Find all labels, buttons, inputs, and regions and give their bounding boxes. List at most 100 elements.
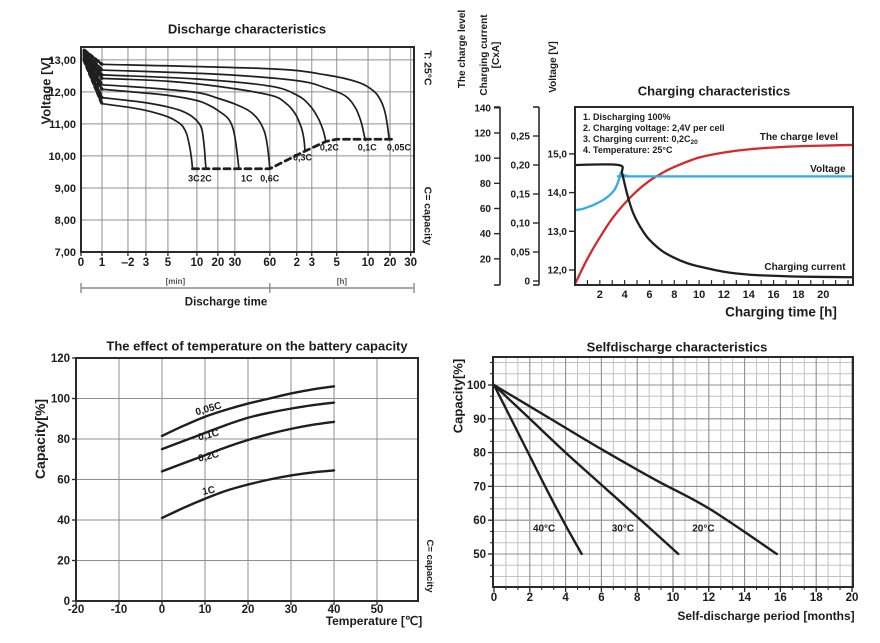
plot-border	[574, 106, 854, 286]
tick-label-volt: 12,0	[548, 266, 568, 277]
tick-label-x: 6	[646, 289, 652, 301]
temperature-capacity-chart-plot: -20 -10 0 10 20 30 40 500204060801001200,05C0,1…	[51, 353, 419, 616]
tick-label-x: 40	[328, 604, 341, 616]
tick-label-y: 60	[57, 475, 70, 487]
series-3C	[101, 102, 194, 170]
series-voltage	[573, 171, 855, 212]
tick-label-x: ‒2	[121, 257, 135, 269]
tick-label-y: 9,00	[55, 183, 76, 195]
tick-label-x: 12	[702, 592, 715, 604]
series-1C	[101, 88, 240, 170]
tick-label-x: 16	[774, 592, 787, 604]
series-the-charge-level	[573, 143, 855, 286]
tick-label-level: 100	[474, 154, 491, 165]
plot-border	[492, 356, 854, 588]
tick-label-current: 0,20	[511, 161, 531, 172]
series-label: 3C	[188, 173, 200, 183]
series-label: 0,05C	[387, 143, 412, 153]
tick-label-x: 18	[810, 592, 823, 604]
tick-label-volt: 13,0	[548, 227, 568, 238]
tick-label-x: 4	[562, 592, 569, 604]
tick-label-x: 3	[309, 257, 315, 269]
charging-current-axis-unit: [CxA]	[491, 41, 502, 69]
tick-label-x: 0	[491, 592, 497, 604]
tick-label-x: 16	[767, 289, 779, 301]
tick-label-current: 0,15	[511, 190, 531, 201]
series-label: Charging current	[764, 262, 846, 273]
selfdischarge-chart-plot: 0 2 4 6 8 10 12 14 16 18 20 100 90 80 70 60 50 40°C 30°C 20…	[467, 356, 858, 604]
series-0,1C	[101, 69, 367, 142]
tick-label-y: 80	[473, 448, 486, 460]
tick-label-y: 90	[473, 414, 486, 426]
series-0,2C	[101, 74, 327, 143]
series-label: 0,3C	[293, 153, 313, 163]
tick-label-level: 60	[480, 204, 492, 215]
series-label: 20°C	[692, 524, 714, 535]
tick-label-y: 0	[64, 596, 70, 608]
tick-label-x: 30	[285, 604, 298, 616]
tick-label-level: 140	[474, 103, 491, 114]
tick-label-x: 14	[738, 592, 751, 604]
tick-label-x: -20	[68, 604, 85, 616]
tick-label-x: 4	[622, 289, 629, 301]
series-2C	[101, 96, 207, 170]
charging-current-axis-label: Charging current	[479, 14, 490, 96]
tick-label-level: 20	[480, 254, 492, 265]
unit-hour-label: [h]	[337, 277, 348, 286]
tick-label-x: 3	[143, 257, 149, 269]
discharge-temperature-note: T: 25°C	[421, 50, 434, 86]
tick-label-x: 50	[371, 604, 384, 616]
charging-title: Charging characteristics	[637, 83, 791, 99]
temperature-capacity-note: C= capacity	[423, 539, 435, 593]
tick-label-y: 10,00	[48, 151, 76, 163]
selfdischarge-x-axis-label: Self-discharge period [months]	[677, 609, 855, 623]
initial-drop-dash	[82, 50, 104, 72]
tick-label-x: 1	[99, 257, 106, 269]
unit-min-label: [min]	[166, 277, 186, 286]
discharge-title: Discharge characteristics	[167, 21, 327, 37]
series-0,3C	[101, 77, 306, 152]
charging-x-axis-label: Charging time [h]	[725, 304, 837, 320]
series-label: The charge level	[760, 132, 839, 143]
tick-label-y: 8,00	[55, 215, 76, 227]
tick-label-x: 14	[743, 289, 756, 301]
discharge-y-axis-label: Voltage [V]	[38, 57, 54, 125]
selfdischarge-title: Selfdischarge characteristics	[586, 339, 768, 355]
temperature-capacity-title: The effect of temperature on the battery…	[106, 338, 408, 354]
tick-label-x: 30	[228, 257, 241, 269]
series-label: 1C	[241, 173, 253, 183]
series-0,2C	[160, 420, 336, 473]
discharge-capacity-note: C= capacity	[421, 186, 434, 246]
tick-label-x: 5	[334, 257, 341, 269]
tick-label-y: 7,00	[55, 247, 76, 259]
tick-label-x: 2	[527, 592, 533, 604]
tick-label-x: 12	[718, 289, 730, 301]
tick-label-level: 80	[480, 179, 492, 190]
tick-label-x: 10	[190, 257, 203, 269]
tick-label-y: 100	[467, 380, 486, 392]
tick-label-y: 80	[57, 434, 70, 446]
tick-label-y: 60	[473, 515, 486, 527]
tick-label-x: 20	[384, 257, 397, 269]
charging-voltage-axis-label: Voltage [V]	[548, 41, 559, 93]
annotation-line: 2. Charging voltage: 2,4V per cell	[583, 123, 725, 133]
series-label: 0,1C	[197, 428, 220, 444]
tick-label-x: 10	[362, 257, 375, 269]
tick-label-y: 50	[473, 549, 486, 561]
discharge-chart-plot: 3C 2C 1C 0,6C 0,3C 0,2C 0,1C 0,05C 0 1 ‒2 3 5 10 20 30 6…	[48, 46, 417, 293]
series-label: Voltage	[810, 164, 846, 175]
temperature-capacity-y-axis-label: Capacity[%]	[32, 398, 48, 480]
tick-label-x: 30	[404, 257, 417, 269]
tick-label-x: 0	[159, 604, 165, 616]
tick-label-x: 20	[242, 604, 255, 616]
tick-label-x: 8	[634, 592, 641, 604]
charging-level-axis-label: The charge level	[457, 9, 468, 89]
tick-label-volt: 14,0	[548, 188, 568, 199]
series-label: 40°C	[533, 524, 555, 535]
series-0,05C	[101, 63, 391, 141]
tick-label-x: 2	[294, 257, 300, 269]
tick-label-x: 10	[667, 592, 680, 604]
tick-label-x: 2	[597, 289, 603, 301]
tick-label-level: 40	[480, 229, 492, 240]
